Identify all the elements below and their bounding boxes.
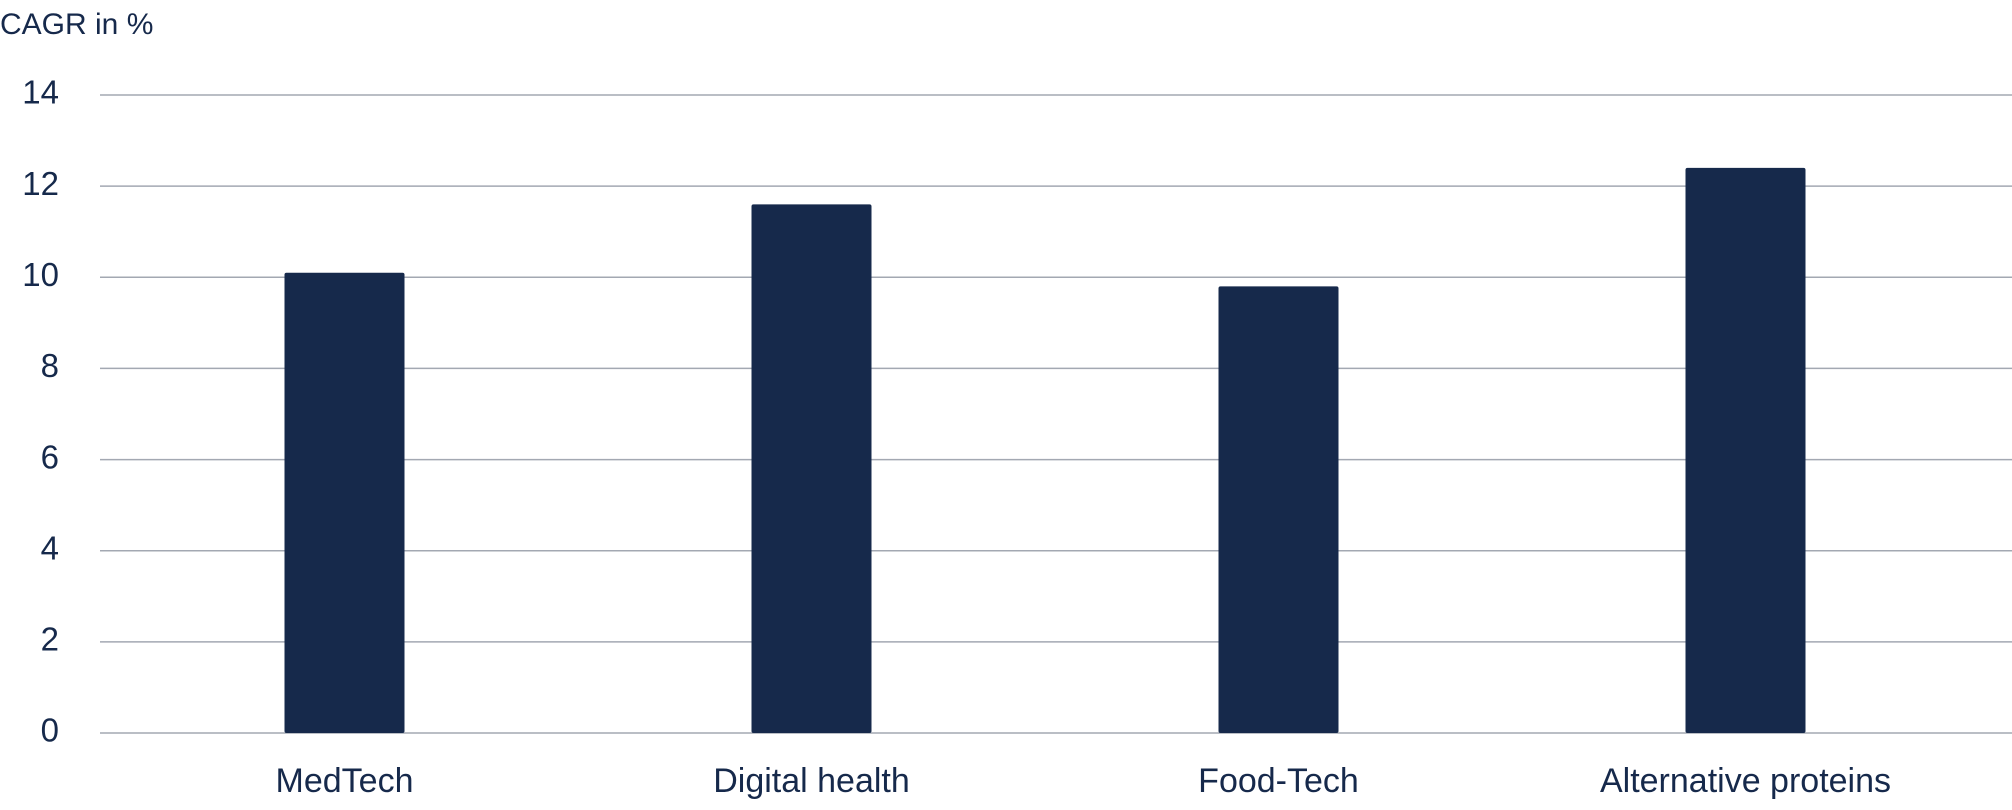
y-tick-label: 14 [22, 74, 59, 111]
bar [284, 272, 405, 733]
y-tick-label: 8 [41, 347, 59, 384]
x-tick-label: Digital health [713, 762, 910, 800]
y-tick-label: 0 [41, 712, 59, 749]
y-tick-label: 10 [22, 256, 59, 293]
y-tick-label: 6 [41, 438, 59, 475]
x-tick-label: Alternative proteins [1600, 762, 1891, 800]
bar [1218, 286, 1339, 733]
y-tick-label: 2 [41, 621, 59, 658]
y-tick-label: 4 [41, 529, 59, 566]
x-tick-label: Food-Tech [1198, 762, 1359, 800]
x-tick-label: MedTech [276, 762, 414, 800]
y-axis-label: CAGR in % [0, 8, 153, 41]
bar [1685, 167, 1806, 733]
bar [751, 204, 872, 733]
y-tick-label: 12 [22, 165, 59, 202]
